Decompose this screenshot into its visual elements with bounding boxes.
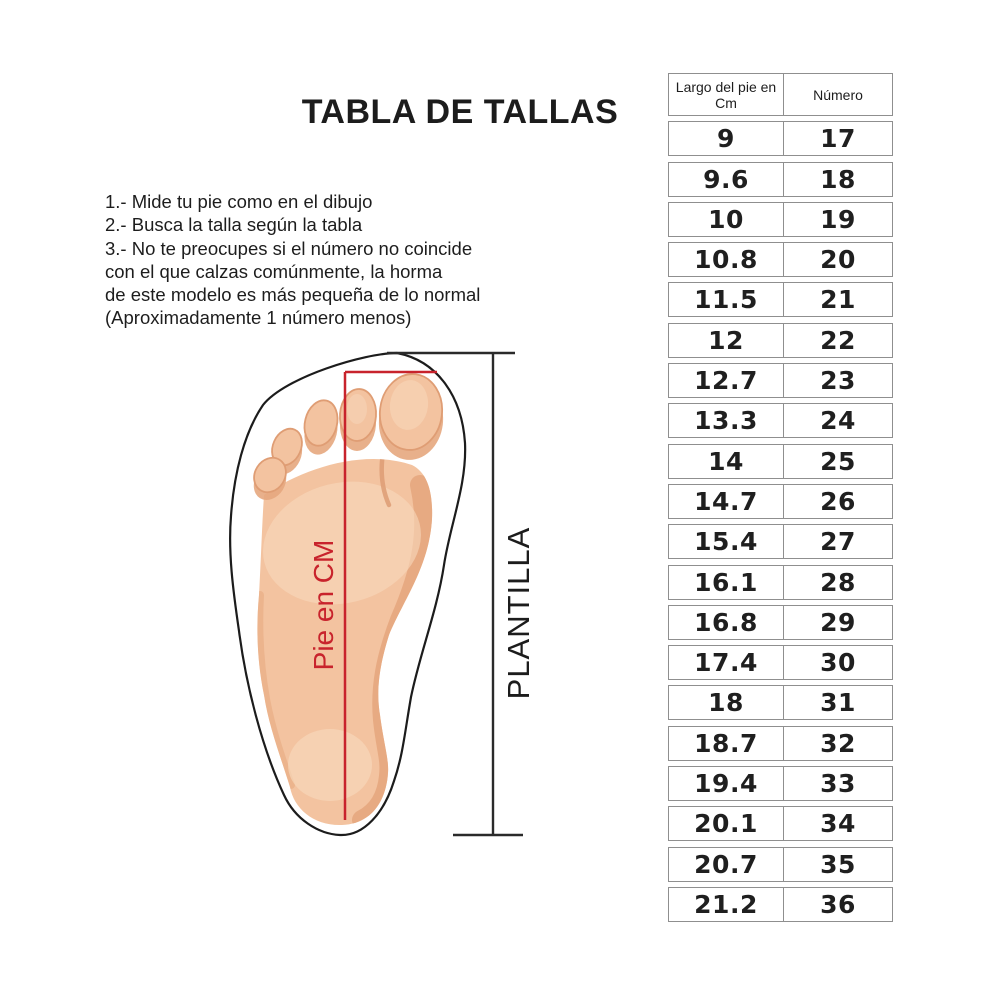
foot-length-value: 15.4 xyxy=(694,527,758,557)
foot-length-value: 17.4 xyxy=(694,648,758,678)
size-table-row: 21.2 36 xyxy=(668,886,893,922)
instruction-line: 3.- No te preocupes si el número no coin… xyxy=(105,237,473,259)
size-number-value: 35 xyxy=(783,847,892,881)
size-table-row: 9.6 18 xyxy=(668,161,893,197)
size-number-value: 29 xyxy=(783,605,892,639)
size-number-value: 32 xyxy=(783,726,892,760)
size-table-row: 15.4 27 xyxy=(668,524,893,560)
number-header: Número xyxy=(783,74,892,115)
instruction-line: 1.- Mide tu pie como en el dibujo xyxy=(105,191,373,212)
size-number-value: 30 xyxy=(783,646,892,680)
page-title: TABLA DE TALLAS xyxy=(301,93,619,131)
size-number-value: 22 xyxy=(783,323,892,357)
size-table-row: 14 25 xyxy=(668,443,893,479)
foot-length-value: 18 xyxy=(708,688,744,718)
third-toe xyxy=(303,399,339,447)
foot-length-value: 10 xyxy=(708,204,744,234)
size-number-value: 19 xyxy=(783,202,892,236)
size-table-row: 18.7 32 xyxy=(668,725,893,761)
size-number-value: 33 xyxy=(783,767,892,801)
size-number-value: 25 xyxy=(783,444,892,478)
size-number-value: 18 xyxy=(783,162,892,196)
size-table-row: 10.8 20 xyxy=(668,242,893,278)
size-table: Largo del pie en Cm Número 9 17 9.6 18 1… xyxy=(668,73,893,922)
foot-length-value: 9.6 xyxy=(703,164,749,194)
size-number-value: 27 xyxy=(783,525,892,559)
foot-length-value: 13.3 xyxy=(694,406,758,436)
instruction-line: de este modelo es más pequeña de lo norm… xyxy=(105,284,481,306)
foot-length-value: 14.7 xyxy=(694,486,758,516)
size-number-value: 26 xyxy=(783,484,892,518)
size-table-row: 10 19 xyxy=(668,201,893,237)
foot-length-value: 18.7 xyxy=(694,728,758,758)
size-table-row: 12 22 xyxy=(668,322,893,358)
size-table-row: 13.3 24 xyxy=(668,403,893,439)
size-table-row: 9 17 xyxy=(668,121,893,157)
plantilla-label: PLANTILLA xyxy=(501,526,536,700)
size-number-value: 31 xyxy=(783,686,892,720)
foot-length-value: 21.2 xyxy=(694,889,758,919)
size-table-header: Largo del pie en Cm Número xyxy=(668,73,893,116)
size-table-row: 14.7 26 xyxy=(668,483,893,519)
size-table-row: 11.5 21 xyxy=(668,282,893,318)
foot-length-measure-line xyxy=(343,370,437,820)
foot-length-value: 12 xyxy=(708,325,744,355)
foot-length-value: 11.5 xyxy=(694,285,758,315)
foot-length-value: 20.7 xyxy=(694,849,758,879)
foot-cm-label: Pie en CM xyxy=(308,539,339,671)
size-table-row: 20.1 34 xyxy=(668,806,893,842)
foot-length-value: 20.1 xyxy=(694,809,758,839)
size-number-value: 20 xyxy=(783,243,892,277)
size-table-row: 20.7 35 xyxy=(668,846,893,882)
size-number-value: 23 xyxy=(783,364,892,398)
size-number-value: 34 xyxy=(783,807,892,841)
size-table-row: 16.8 29 xyxy=(668,604,893,640)
size-number-value: 17 xyxy=(783,122,892,156)
size-number-value: 24 xyxy=(783,404,892,438)
size-table-row: 19.4 33 xyxy=(668,766,893,802)
foot-length-value: 19.4 xyxy=(694,769,758,799)
instruction-line: (Aproximadamente 1 número menos) xyxy=(105,307,412,329)
instruction-line: con el que calzas comúnmente, la horma xyxy=(105,260,443,282)
foot-length-header: Largo del pie en Cm xyxy=(675,78,777,111)
foot-length-value: 14 xyxy=(708,446,744,476)
pinky-toe xyxy=(253,456,287,494)
foot-length-value: 16.1 xyxy=(694,567,758,597)
size-number-value: 21 xyxy=(783,283,892,317)
size-number-value: 28 xyxy=(783,565,892,599)
size-table-row: 16.1 28 xyxy=(668,564,893,600)
foot-length-value: 9 xyxy=(717,124,735,154)
foot-length-value: 10.8 xyxy=(694,245,758,275)
insole-measure-bracket xyxy=(387,351,523,837)
size-table-row: 12.7 23 xyxy=(668,363,893,399)
foot-measurement-illustration xyxy=(229,351,523,837)
size-table-row: 18 31 xyxy=(668,685,893,721)
instruction-line: 2.- Busca la talla según la tabla xyxy=(105,214,363,236)
foot-length-value: 12.7 xyxy=(694,366,758,396)
instructions-block: 1.- Mide tu pie como en el dibujo 2.- Bu… xyxy=(105,190,480,330)
size-table-row: 17.4 30 xyxy=(668,645,893,681)
foot-length-value: 16.8 xyxy=(694,607,758,637)
size-number-value: 36 xyxy=(783,887,892,921)
